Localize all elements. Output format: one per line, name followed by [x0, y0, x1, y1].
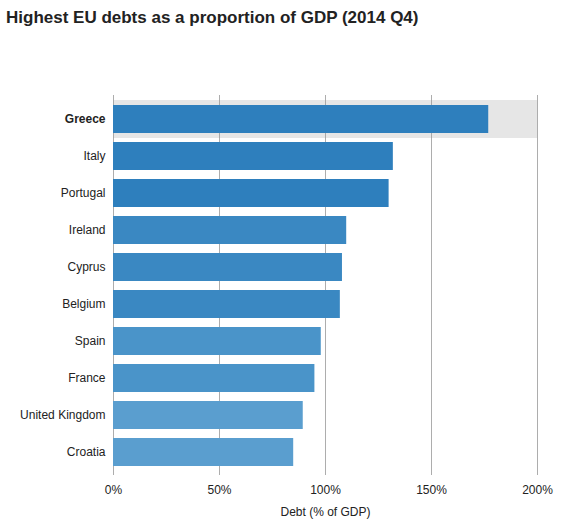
svg-text:United Kingdom: United Kingdom — [20, 408, 105, 422]
svg-text:Portugal: Portugal — [61, 186, 106, 200]
html-text:Highest EU debts as a proporti: Highest EU debts as a proportion of GDP … — [6, 8, 419, 27]
svg-text:Croatia: Croatia — [67, 445, 106, 459]
svg-text:0%: 0% — [105, 483, 123, 497]
svg-text:150%: 150% — [416, 483, 447, 497]
svg-text:Ireland: Ireland — [69, 223, 106, 237]
svg-text:Cyprus: Cyprus — [67, 260, 105, 274]
svg-text:Greece: Greece — [65, 112, 106, 126]
svg-text:France: France — [68, 371, 106, 385]
svg-text:Spain: Spain — [75, 334, 106, 348]
svg-text:Belgium: Belgium — [62, 297, 105, 311]
svg-text:200%: 200% — [522, 483, 553, 497]
svg-text:100%: 100% — [310, 483, 341, 497]
svg-text:Italy: Italy — [83, 149, 105, 163]
svg-text:50%: 50% — [207, 483, 231, 497]
svg-text:Debt (% of GDP): Debt (% of GDP) — [280, 505, 370, 519]
